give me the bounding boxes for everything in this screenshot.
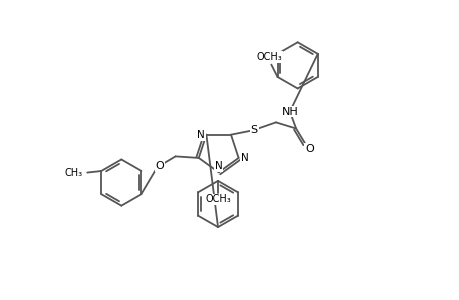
- Text: OCH₃: OCH₃: [256, 52, 282, 62]
- Text: N: N: [214, 161, 222, 171]
- Text: O: O: [155, 160, 164, 171]
- Text: N: N: [196, 130, 204, 140]
- Text: NH: NH: [281, 106, 297, 117]
- Text: CH₃: CH₃: [64, 168, 82, 178]
- Text: OCH₃: OCH₃: [205, 194, 230, 204]
- Text: N: N: [241, 153, 248, 163]
- Text: O: O: [304, 143, 313, 154]
- Text: S: S: [250, 125, 257, 135]
